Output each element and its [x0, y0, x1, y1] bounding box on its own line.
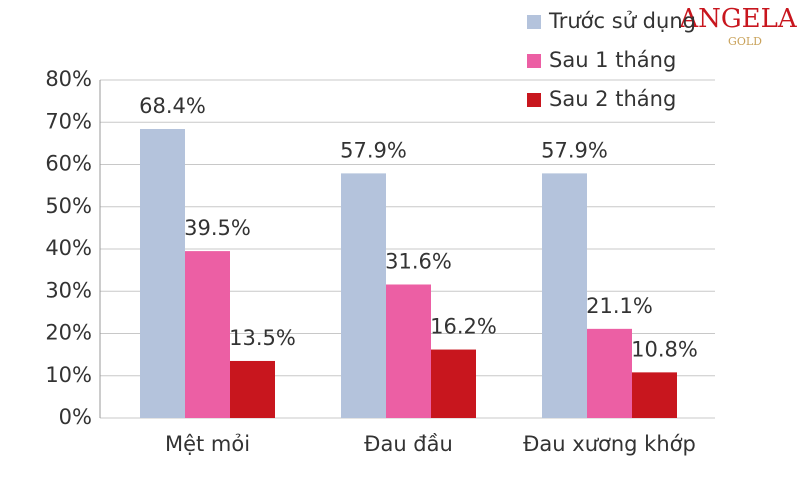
y-tick-label: 60%: [45, 152, 92, 176]
value-label: 57.9%: [541, 138, 608, 162]
bar: [230, 360, 275, 418]
bar: [386, 284, 431, 418]
y-tick-label: 70%: [45, 109, 92, 133]
legend-label: Trước sử dụng: [548, 9, 696, 33]
y-tick-label: 80%: [45, 67, 92, 91]
legend-label: Sau 2 tháng: [549, 87, 676, 111]
y-tick-label: 20%: [45, 321, 92, 345]
bar: [341, 173, 386, 418]
y-tick-label: 50%: [45, 194, 92, 218]
logo-brand: ANGELA: [678, 4, 798, 34]
y-tick-label: 10%: [45, 363, 92, 387]
x-tick-label: Đau đầu: [364, 432, 453, 456]
x-tick-label: Đau xương khớp: [523, 432, 696, 456]
bar: [140, 129, 185, 418]
legend-label: Sau 1 tháng: [549, 48, 676, 72]
value-label: 10.8%: [631, 337, 698, 361]
legend-swatch: [527, 54, 541, 68]
y-tick-label: 40%: [45, 236, 92, 260]
value-label: 57.9%: [340, 138, 407, 162]
x-tick-label: Mệt mỏi: [165, 432, 250, 456]
bar: [587, 328, 632, 418]
legend-swatch: [527, 15, 541, 29]
value-label: 39.5%: [184, 216, 251, 240]
value-label: 13.5%: [229, 326, 296, 350]
value-label: 31.6%: [385, 249, 452, 273]
legend-swatch: [527, 93, 541, 107]
bar: [431, 349, 476, 418]
bar: [185, 251, 230, 418]
y-tick-label: 30%: [45, 278, 92, 302]
bar: [542, 173, 587, 418]
value-label: 21.1%: [586, 294, 653, 318]
value-label: 68.4%: [139, 94, 206, 118]
y-tick-label: 0%: [59, 405, 92, 429]
value-label: 16.2%: [430, 315, 497, 339]
bar: [632, 372, 677, 418]
logo-sub: GOLD: [728, 35, 762, 48]
